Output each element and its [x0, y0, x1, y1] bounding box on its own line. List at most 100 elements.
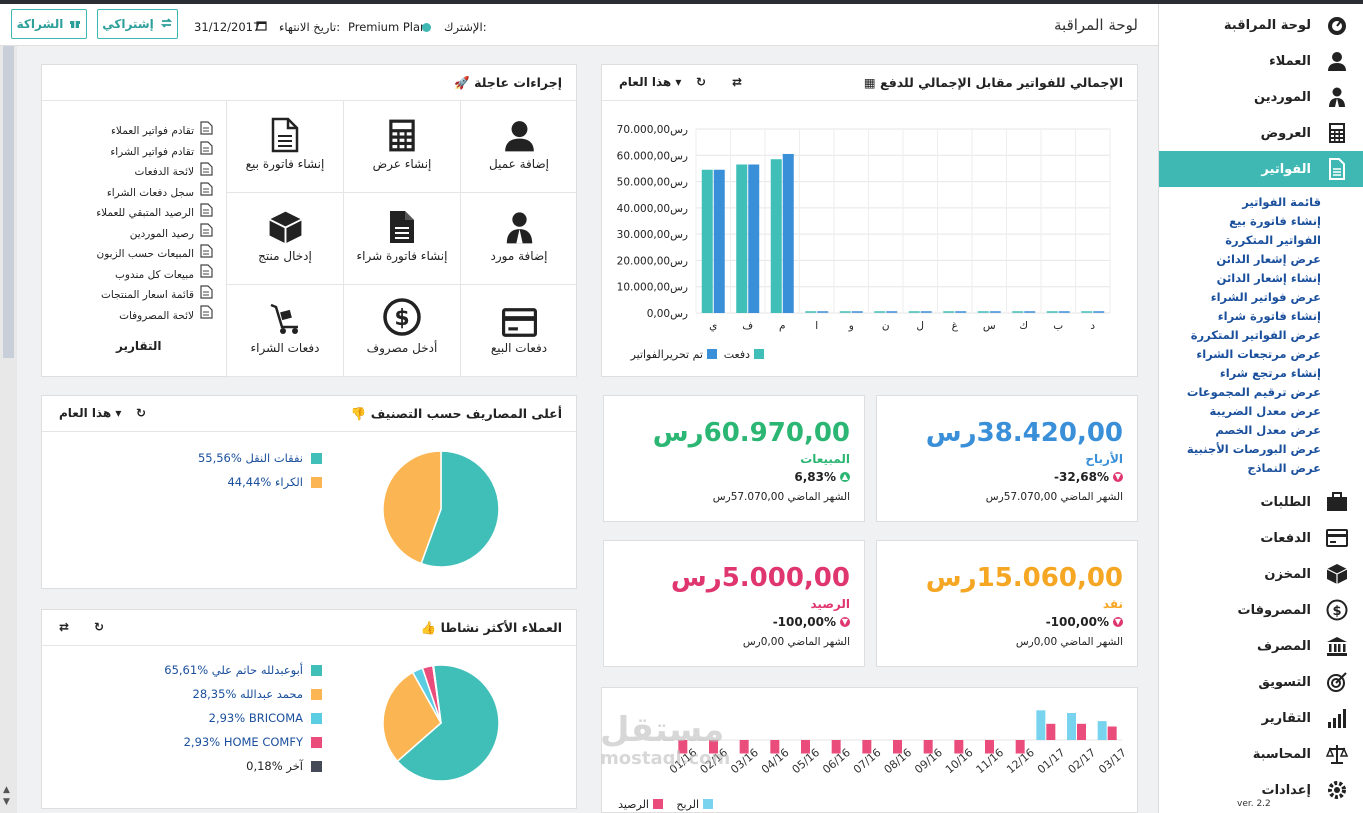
- legend-item: 55,56% نفقات النقل: [192, 446, 322, 470]
- period-dropdown[interactable]: هذا العام ▾: [59, 406, 122, 420]
- y-tick-label: 70.000,00رس: [617, 124, 688, 136]
- watermark: مستقل mostaql.com: [600, 710, 731, 769]
- bar: [709, 740, 718, 754]
- report-link[interactable]: تقادم فواتير الشراء: [43, 141, 213, 163]
- legend-label: 65,61% أبوعبدلله حاتم علي: [164, 663, 303, 677]
- bank-icon: [1325, 634, 1349, 658]
- quick-action-card[interactable]: دفعات البيع: [460, 285, 577, 377]
- top-bar: الشراكة إشتراكي 31/12/2017 تاريخ الانتها…: [0, 4, 1158, 46]
- bar: [736, 164, 748, 313]
- submenu-item[interactable]: الفواتير المتكررة: [1225, 233, 1321, 247]
- quick-action-dollar-circle[interactable]: $ أدخل مصروف: [343, 285, 460, 377]
- legend-swatch: [311, 736, 322, 748]
- quick-action-document-filled[interactable]: إنشاء فاتورة شراء: [343, 193, 460, 285]
- stat-change: -100,00% ▼: [1045, 615, 1123, 629]
- sidebar-item-calculator[interactable]: العروض: [1159, 115, 1363, 151]
- submenu-item[interactable]: قائمة الفواتير: [1242, 195, 1321, 209]
- pie-slice: [420, 450, 500, 568]
- submenu-item[interactable]: إنشاء إشعار الدائن: [1216, 271, 1321, 285]
- quick-action-calculator[interactable]: إنشاء عرض: [343, 101, 460, 193]
- report-link[interactable]: قائمة اسعار المنتجات: [43, 284, 213, 306]
- reports-title[interactable]: التقارير: [116, 339, 162, 353]
- report-link[interactable]: المبيعات حسب الزبون: [43, 243, 213, 265]
- y-tick-label: 60.000,00رس: [617, 150, 688, 162]
- stat-previous: الشهر الماضي 57.070,00رس: [985, 491, 1123, 503]
- sidebar-item-bank[interactable]: المصرف: [1159, 628, 1363, 664]
- sidebar-item-invoice[interactable]: الفواتير: [1159, 151, 1363, 187]
- stat-card-2: 15.060,00رس نقد -100,00% ▼ الشهر الماضي 0,00…: [876, 540, 1138, 667]
- submenu-item[interactable]: عرض فواتير الشراء: [1210, 290, 1321, 304]
- partnership-button[interactable]: الشراكة: [11, 9, 87, 39]
- sidebar-item-box[interactable]: المخزن: [1159, 556, 1363, 592]
- report-link[interactable]: الرصيد المتبقي للعملاء: [43, 202, 213, 224]
- bar: [1046, 723, 1056, 740]
- refresh-icon: [160, 17, 173, 32]
- sidebar-item-briefcase[interactable]: الطلبات: [1159, 484, 1363, 520]
- swap-icon[interactable]: ⇄: [732, 75, 743, 89]
- sidebar-item-gear[interactable]: إعدادات: [1159, 772, 1363, 808]
- report-link[interactable]: رصيد الموردين: [43, 223, 213, 245]
- submenu-item[interactable]: عرض معدل الخصم: [1215, 423, 1321, 437]
- quick-action-cart[interactable]: دفعات الشراء: [226, 285, 343, 377]
- quick-action-document[interactable]: إنشاء فاتورة بيع: [226, 101, 343, 193]
- sidebar-item-dashboard[interactable]: لوحة المراقبة: [1159, 7, 1363, 43]
- submenu-item[interactable]: عرض البورصات الأجنبية: [1186, 442, 1321, 456]
- bar: [1077, 723, 1086, 740]
- sidebar-item-scale[interactable]: المحاسبة: [1159, 736, 1363, 772]
- submenu-item[interactable]: عرض معدل الضريبة: [1209, 404, 1321, 418]
- stat-card-1: 60.970,00رس المبيعات 6,83% ▲ الشهر الماضي 57…: [603, 395, 865, 522]
- sidebar-item-card[interactable]: الدفعات: [1159, 520, 1363, 556]
- user-icon: [461, 101, 577, 157]
- submenu-item[interactable]: عرض الفواتير المتكررة: [1190, 328, 1321, 342]
- refresh-icon[interactable]: ↻: [696, 75, 707, 89]
- bar: [739, 740, 749, 754]
- period-dropdown[interactable]: هذا العام ▾: [619, 75, 682, 89]
- submenu-item[interactable]: عرض النماذج: [1247, 461, 1321, 475]
- my-subscription-button[interactable]: إشتراكي: [97, 9, 178, 39]
- report-link[interactable]: لائحة المصروفات: [43, 305, 213, 327]
- report-link[interactable]: لائحة الدفعات: [43, 161, 213, 183]
- legend-swatch: [703, 799, 713, 809]
- bar: [770, 159, 782, 313]
- customers-pie-chart: [382, 664, 500, 782]
- submenu-item[interactable]: عرض مرتجعات الشراء: [1196, 347, 1321, 361]
- cart-icon: [227, 285, 343, 341]
- quick-action-box[interactable]: إدخال منتج: [226, 193, 343, 285]
- refresh-icon[interactable]: ↻: [94, 620, 105, 634]
- gift-icon: [69, 17, 81, 32]
- stat-change: 6,83% ▲: [794, 470, 850, 484]
- legend-label: الربح: [676, 798, 699, 811]
- arrow-up-icon: ▲: [840, 472, 850, 482]
- sidebar-item-dollar[interactable]: المصروفات $: [1159, 592, 1363, 628]
- bar: [1036, 710, 1046, 740]
- sidebar-item-supplier[interactable]: الموردين: [1159, 79, 1363, 115]
- legend-item: 44,44% الكراء: [192, 470, 322, 494]
- sidebar-item-target[interactable]: التسويق: [1159, 664, 1363, 700]
- submenu-item[interactable]: إنشاء فاتورة شراء: [1217, 309, 1321, 323]
- legend-item: 0,18% آخر: [162, 754, 322, 778]
- submenu-item[interactable]: إنشاء مرتجع شراء: [1219, 366, 1321, 380]
- swap-icon[interactable]: ⇄: [59, 620, 70, 634]
- quick-action-supplier[interactable]: إضافة مورد: [460, 193, 577, 285]
- report-link[interactable]: تقادم فواتير العملاء: [43, 120, 213, 142]
- stat-value: 5.000,00رس: [670, 563, 850, 593]
- legend-item: 28,35% محمد عبدالله: [162, 682, 322, 706]
- stat-label: الأرباح: [1085, 452, 1123, 466]
- quick-action-user[interactable]: إضافة عميل: [460, 101, 577, 193]
- report-link[interactable]: مبيعات كل مندوب: [43, 264, 213, 286]
- scroll-arrows[interactable]: ▲ ▼: [3, 785, 10, 807]
- report-link[interactable]: سجل دفعات الشراء: [43, 182, 213, 204]
- sidebar-item-user[interactable]: العملاء: [1159, 43, 1363, 79]
- refresh-icon[interactable]: ↻: [136, 406, 147, 420]
- scrollbar[interactable]: [0, 46, 17, 813]
- legend-swatch: [311, 688, 322, 700]
- document-icon: [227, 101, 343, 157]
- submenu-item[interactable]: إنشاء فاتورة بيع: [1229, 214, 1321, 228]
- arrow-down-icon: ▼: [1113, 617, 1123, 627]
- sidebar-item-bars[interactable]: التقارير: [1159, 700, 1363, 736]
- x-tick-label: ا: [815, 320, 818, 332]
- submenu-item[interactable]: عرض إشعار الدائن: [1216, 252, 1321, 266]
- legend-swatch: [311, 760, 322, 772]
- submenu-item[interactable]: عرض ترقيم المجموعات: [1186, 385, 1321, 399]
- scrollbar-thumb[interactable]: [3, 46, 14, 358]
